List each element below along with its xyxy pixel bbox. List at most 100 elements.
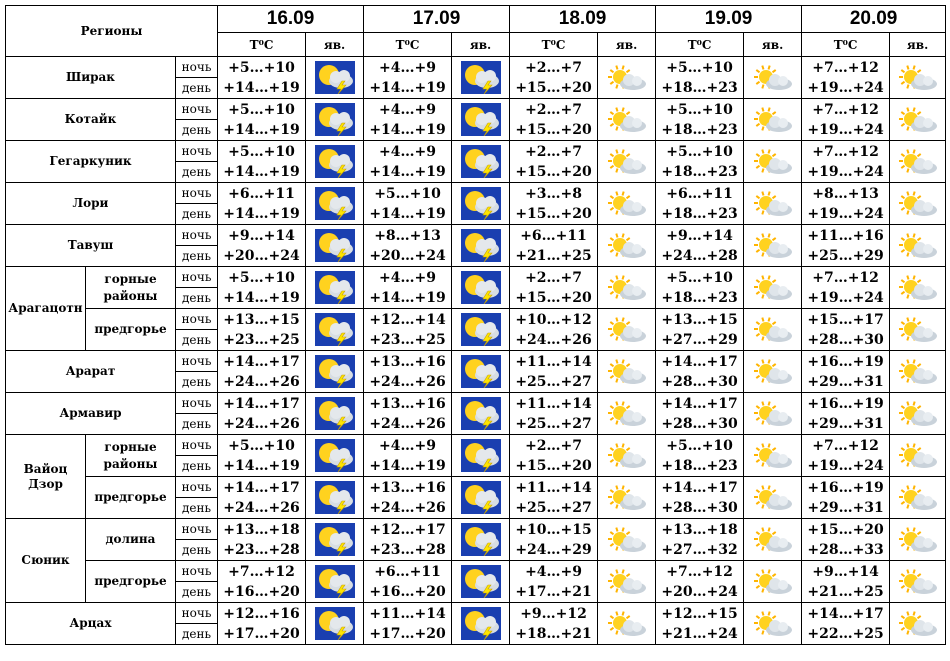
weather-icon-cell [305, 602, 365, 645]
partly-sunny-icon [745, 314, 801, 346]
time-of-day-cell: ночь день [174, 560, 219, 603]
night-label: ночь [181, 186, 212, 200]
night-label: ночь [181, 396, 212, 410]
weather-icon-cell [743, 518, 803, 561]
night-temperature: +7…+12 [812, 101, 879, 118]
time-of-day-cell: ночь день [174, 308, 219, 351]
day-temperature: +24…+26 [369, 415, 446, 432]
day-temperature: +29…+31 [807, 415, 884, 432]
day-temperature: +28…+30 [661, 415, 738, 432]
temperature-cell: +16…+19 +29…+31 [801, 476, 891, 519]
temperature-cell: +5…+10 +14…+19 [217, 434, 307, 477]
day-temperature: +17…+21 [515, 583, 592, 600]
day-temperature: +21…+24 [661, 625, 738, 642]
day-label: день [176, 245, 217, 266]
time-of-day-cell: ночь день [174, 392, 219, 435]
time-of-day-cell: ночь день [174, 350, 219, 393]
partly-sunny-icon [599, 482, 655, 514]
temperature-cell: +6…+11 +16…+20 [363, 560, 453, 603]
day-temperature: +18…+21 [515, 625, 592, 642]
temperature-cell: +12…+16 +17…+20 [217, 602, 307, 645]
weather-icon-cell [743, 98, 803, 141]
night-label: ночь [181, 270, 212, 284]
partly-sunny-icon [599, 608, 655, 640]
table-row: Лори ночь день +6…+11 +14…+19 +5…+10 +14…+19 +3… [5, 182, 947, 225]
weather-icon-cell [451, 350, 511, 393]
table-row: Арцах ночь день +12…+16 +17…+20 +11…+14 +17…+2… [5, 602, 947, 645]
temperature-cell: +12…+14 +23…+25 [363, 308, 453, 351]
night-temperature: +13…+16 [369, 479, 446, 496]
temperature-cell: +9…+14 +20…+24 [217, 224, 307, 267]
night-temperature: +11…+14 [515, 353, 592, 370]
day-temperature: +20…+24 [369, 247, 446, 264]
partly-sunny-icon [599, 62, 655, 94]
weather-icon-cell [305, 56, 365, 99]
temperature-cell: +5…+10 +14…+19 [363, 182, 453, 225]
night-temperature: +15…+20 [807, 521, 884, 538]
weather-icon-cell [889, 560, 947, 603]
partly-sunny-icon [891, 440, 945, 472]
temperature-cell: +8…+13 +19…+24 [801, 182, 891, 225]
night-temperature: +14…+17 [223, 479, 300, 496]
partly-sunny-icon [745, 566, 801, 598]
weather-icon-cell [743, 350, 803, 393]
partly-sunny-icon [745, 608, 801, 640]
day-temperature: +25…+27 [515, 415, 592, 432]
day-temperature: +25…+27 [515, 499, 592, 516]
weather-icon-cell [451, 182, 511, 225]
temperature-cell: +13…+16 +24…+26 [363, 350, 453, 393]
day-temperature: +20…+24 [223, 247, 300, 264]
subregion-name: предгорье [85, 560, 176, 603]
temperature-cell: +2…+7 +15…+20 [509, 98, 599, 141]
temperature-cell: +15…+17 +28…+30 [801, 308, 891, 351]
weather-icon-cell [889, 140, 947, 183]
weather-icon-cell [743, 602, 803, 645]
region-name: Ширак [5, 56, 176, 99]
temperature-cell: +5…+10 +18…+23 [655, 98, 745, 141]
partly-sunny-icon [891, 608, 945, 640]
day-temperature: +19…+24 [807, 121, 884, 138]
weather-icon-cell [743, 476, 803, 519]
day-temperature: +15…+20 [515, 121, 592, 138]
day-temperature: +15…+20 [515, 79, 592, 96]
day-temperature: +18…+23 [661, 457, 738, 474]
day-temperature: +19…+24 [807, 79, 884, 96]
night-temperature: +4…+9 [379, 437, 436, 454]
region-name: Армавир [5, 392, 176, 435]
weather-icon-cell [451, 560, 511, 603]
partly-sunny-icon [891, 524, 945, 556]
partly-cloudy-thunderstorm-icon [307, 61, 363, 94]
time-of-day-cell: ночь день [174, 224, 219, 267]
temperature-cell: +5…+10 +18…+23 [655, 140, 745, 183]
night-temperature: +13…+15 [223, 311, 300, 328]
temperature-cell: +13…+15 +23…+25 [217, 308, 307, 351]
day-label: день [176, 161, 217, 182]
day-temperature: +28…+30 [661, 373, 738, 390]
phenomenon-header: яв. [597, 32, 657, 57]
night-temperature: +14…+17 [661, 353, 738, 370]
partly-cloudy-thunderstorm-icon [307, 313, 363, 346]
weather-icon-cell [743, 182, 803, 225]
night-label: ночь [181, 60, 212, 74]
night-temperature: +2…+7 [525, 143, 583, 160]
night-temperature: +13…+16 [369, 353, 446, 370]
table-row: Арарат ночь день +14…+17 +24…+26 +13…+16 +24…+… [5, 350, 947, 393]
weather-icon-cell [451, 392, 511, 435]
partly-sunny-icon [745, 398, 801, 430]
partly-cloudy-thunderstorm-icon [307, 187, 363, 220]
partly-sunny-icon [891, 482, 945, 514]
temperature-cell: +5…+10 +14…+19 [217, 56, 307, 99]
weather-icon-cell [451, 224, 511, 267]
night-temperature: +12…+15 [661, 605, 738, 622]
weather-icon-cell [597, 224, 657, 267]
partly-sunny-icon [599, 356, 655, 388]
table-row: Сюник долина ночь день +13…+18 +23…+28 +12…+17… [5, 518, 947, 603]
weather-icon-cell [451, 140, 511, 183]
temp-header: T⁰C [217, 32, 307, 57]
temp-header: T⁰C [363, 32, 453, 57]
temperature-cell: +7…+12 +19…+24 [801, 56, 891, 99]
night-temperature: +8…+13 [812, 185, 879, 202]
weather-icon-cell [889, 602, 947, 645]
day-temperature: +28…+33 [807, 541, 884, 558]
